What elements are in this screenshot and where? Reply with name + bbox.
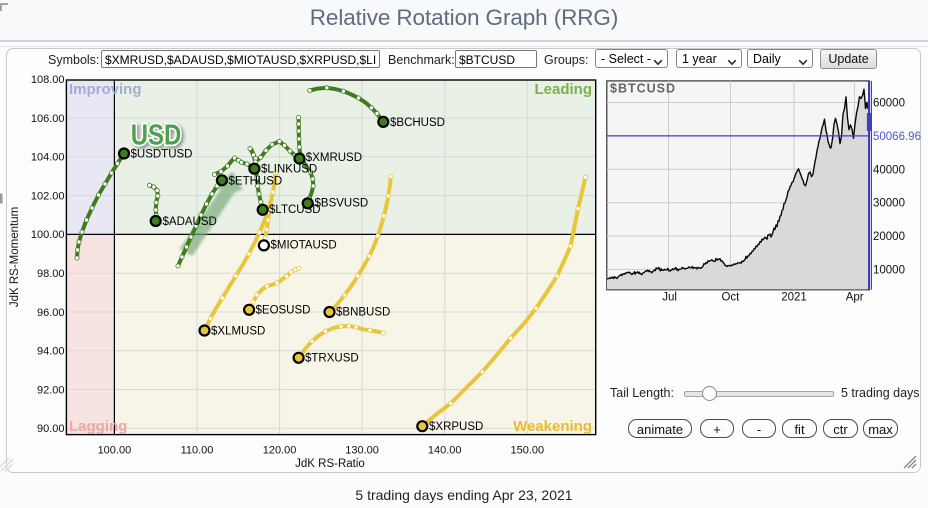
svg-text:140.00: 140.00 xyxy=(428,445,462,457)
svg-text:98.00: 98.00 xyxy=(37,268,65,280)
svg-text:$ETHUSD: $ETHUSD xyxy=(229,176,283,188)
svg-text:Oct: Oct xyxy=(721,292,740,304)
svg-text:2021: 2021 xyxy=(781,292,807,304)
svg-text:104.00: 104.00 xyxy=(31,152,65,164)
svg-text:Weakening: Weakening xyxy=(513,418,592,435)
svg-text:Jul: Jul xyxy=(662,292,677,304)
svg-text:$XLMUSD: $XLMUSD xyxy=(211,326,265,338)
svg-text:100.00: 100.00 xyxy=(31,229,65,241)
svg-text:60000: 60000 xyxy=(873,98,905,110)
svg-text:108.00: 108.00 xyxy=(31,74,65,86)
svg-text:Leading: Leading xyxy=(534,81,592,98)
svg-text:120.00: 120.00 xyxy=(263,445,297,457)
svg-text:20000: 20000 xyxy=(873,231,905,243)
svg-text:$XRPUSD: $XRPUSD xyxy=(429,421,483,433)
svg-text:90.00: 90.00 xyxy=(37,423,65,435)
svg-text:JdK RS-Ratio: JdK RS-Ratio xyxy=(295,458,365,470)
svg-text:30000: 30000 xyxy=(873,198,905,210)
svg-text:110.00: 110.00 xyxy=(181,445,214,457)
svg-text:10000: 10000 xyxy=(873,264,905,276)
svg-text:$LINKUSD: $LINKUSD xyxy=(261,164,317,176)
svg-text:92.00: 92.00 xyxy=(37,384,65,396)
svg-text:94.00: 94.00 xyxy=(37,346,65,358)
svg-text:50066.96: 50066.96 xyxy=(873,131,921,143)
svg-text:$USDTUSD: $USDTUSD xyxy=(131,149,193,161)
svg-text:$MIOTAUSD: $MIOTAUSD xyxy=(271,240,337,252)
svg-text:96.00: 96.00 xyxy=(37,307,65,319)
svg-text:$ADAUSD: $ADAUSD xyxy=(163,216,217,228)
svg-text:$XMRUSD: $XMRUSD xyxy=(306,152,362,164)
svg-text:150.00: 150.00 xyxy=(510,445,544,457)
svg-text:Apr: Apr xyxy=(846,292,864,304)
svg-text:Lagging: Lagging xyxy=(69,418,127,435)
svg-text:$TRXUSD: $TRXUSD xyxy=(305,353,359,365)
svg-text:130.00: 130.00 xyxy=(345,445,379,457)
svg-text:$BCHUSD: $BCHUSD xyxy=(390,117,445,129)
svg-text:100.00: 100.00 xyxy=(98,445,132,457)
svg-text:$EOSUSD: $EOSUSD xyxy=(256,305,311,317)
svg-text:106.00: 106.00 xyxy=(31,113,65,125)
svg-text:102.00: 102.00 xyxy=(31,190,65,202)
svg-text:JdK RS-Momentum: JdK RS-Momentum xyxy=(9,207,21,307)
svg-text:Improving: Improving xyxy=(69,81,142,98)
svg-text:$BNBUSD: $BNBUSD xyxy=(336,307,390,319)
svg-text:USD: USD xyxy=(131,119,182,151)
svg-text:$BTCUSD: $BTCUSD xyxy=(610,82,676,96)
svg-text:$BSVUSD: $BSVUSD xyxy=(315,198,369,210)
svg-text:40000: 40000 xyxy=(873,164,905,176)
